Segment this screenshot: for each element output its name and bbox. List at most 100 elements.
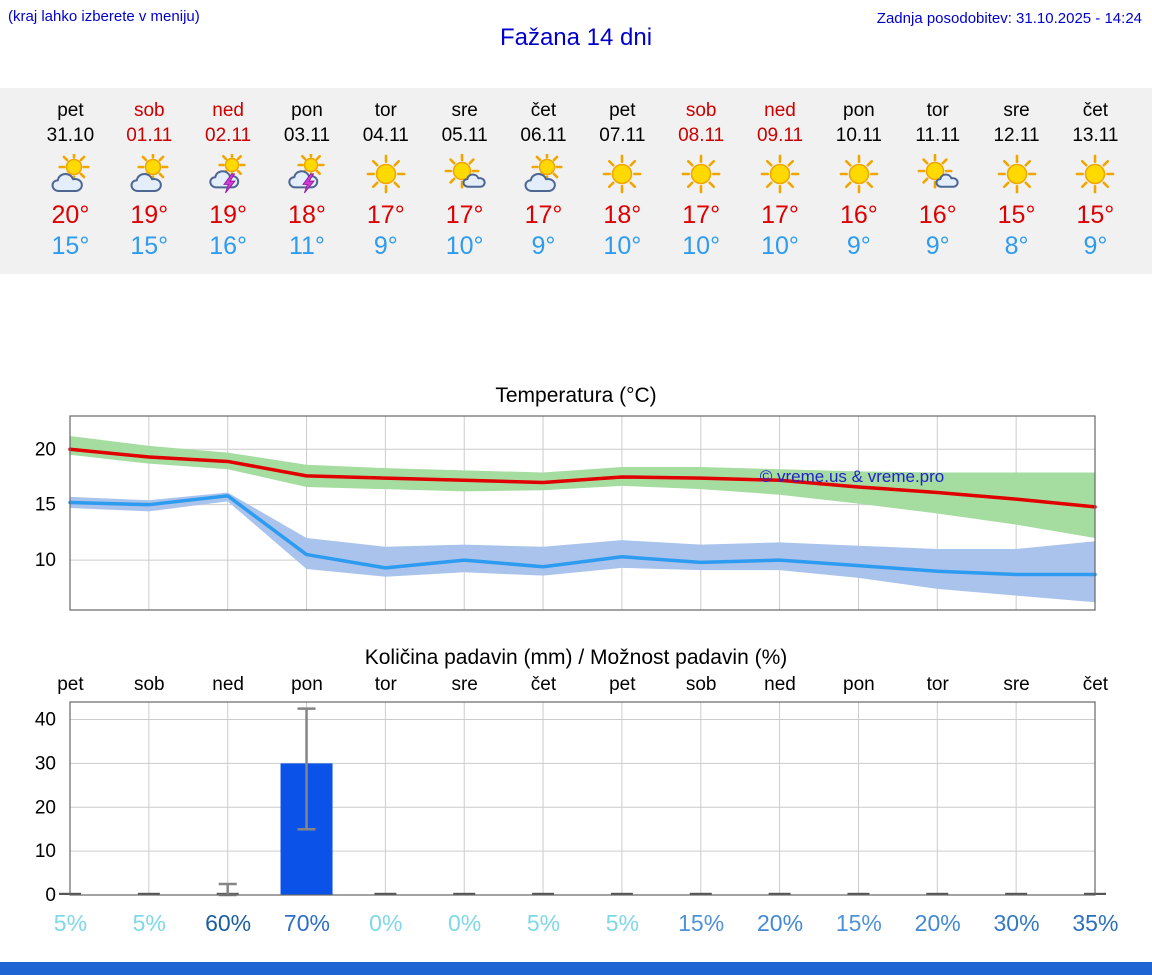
precip-day-label: sob (685, 674, 717, 695)
footer-bar (0, 962, 1152, 975)
precip-probability-label: 35% (1072, 910, 1119, 936)
mostly-sunny-icon (917, 154, 959, 189)
day-name-label: pon (843, 100, 875, 121)
watermark-link[interactable]: © vreme.us & vreme.pro (760, 467, 944, 486)
weather-icon-wrap (1056, 148, 1135, 200)
day-date-label: 01.11 (126, 125, 173, 146)
precip-day-label: sre (1003, 674, 1030, 695)
weather-icon-wrap (741, 148, 820, 200)
weather-icon-wrap (819, 148, 898, 200)
weather-icon-wrap (977, 148, 1056, 200)
y-axis-tick-label: 30 (35, 753, 56, 774)
day-date-label: 03.11 (283, 125, 331, 146)
thunderstorm-icon (288, 154, 325, 194)
menu-hint: (kraj lahko izberete v meniju) (8, 8, 200, 25)
day-name-label: pet (609, 100, 636, 121)
day-name-label: sob (685, 100, 717, 121)
day-name-label: sre (1003, 100, 1030, 121)
precip-day-label: pet (57, 674, 84, 695)
tmin-label: 10° (603, 232, 642, 260)
y-axis-tick-label: 15 (35, 495, 56, 516)
tmin-label: 10° (445, 232, 484, 260)
weather-icon-wrap (504, 148, 583, 200)
thunderstorm-icon (209, 154, 246, 194)
zero-precip-tick (453, 892, 476, 895)
forecast-day-col: tor 11.11 16° 9° (898, 98, 977, 262)
forecast-day-col: pon 10.11 16° 9° (819, 98, 898, 262)
y-axis-tick-label: 20 (35, 439, 56, 460)
precip-day-label: sob (133, 674, 165, 695)
tmin-label: 15° (51, 232, 90, 260)
precip-probability-label: 70% (283, 910, 330, 936)
y-axis-tick-label: 0 (45, 885, 56, 904)
day-date-label: 02.11 (205, 125, 252, 146)
precip-day-label: pet (609, 674, 636, 695)
day-name-label: pet (57, 100, 84, 121)
forecast-day-col: ned 02.11 19° 16° (189, 98, 268, 262)
precip-day-labels: pet sob ned pon tor sre čet pet sob ned pon tor sre č… (0, 674, 1152, 696)
tmin-label: 16° (209, 232, 248, 260)
tmax-label: 20° (51, 201, 90, 229)
tmin-label: 8° (1004, 232, 1029, 260)
tmin-label: 11° (288, 232, 325, 260)
weather-icon-wrap (31, 148, 110, 200)
weather-icon-wrap (583, 148, 662, 200)
tmin-label: 9° (925, 232, 950, 260)
sunny-icon (681, 154, 721, 194)
day-name-label: čet (1082, 100, 1109, 121)
last-update-label: Zadnja posodobitev: 31.10.2025 - 14:24 (876, 10, 1142, 27)
header: (kraj lahko izberete v meniju) Zadnja po… (0, 0, 1152, 56)
precip-probability-label: 60% (205, 910, 252, 936)
y-axis-tick-label: 10 (35, 841, 56, 862)
weather-icon-wrap (346, 148, 425, 200)
page-title: Fažana 14 dni (499, 24, 653, 51)
day-name-label: sre (451, 100, 478, 121)
day-date-label: 13.11 (1072, 125, 1119, 146)
temperature-line (68, 494, 1097, 577)
day-name-label: tor (926, 100, 949, 121)
day-name-label: ned (764, 100, 796, 121)
day-date-label: 11.11 (915, 125, 961, 146)
tmin-label: 9° (531, 232, 556, 260)
tmin-label: 9° (1083, 232, 1108, 260)
precip-probability-label: 0% (448, 910, 482, 936)
tmin-label: 9° (373, 232, 398, 260)
temperature-chart: 10 15 20 © vreme.us & vreme.pro (35, 415, 1097, 611)
uncertainty-band (70, 435, 1095, 538)
zero-precip-tick (610, 892, 633, 895)
day-name-label: tor (374, 100, 397, 121)
weather-icon-wrap (189, 148, 268, 200)
day-date-label: 12.11 (993, 125, 1040, 146)
precip-probability-label: 5% (53, 910, 88, 936)
tmax-label: 16° (839, 201, 878, 229)
precipitation-chart-title: Količina padavin (mm) / Možnost padavin … (364, 646, 788, 669)
day-date-label: 09.11 (756, 125, 804, 146)
tmin-label: 15° (130, 232, 169, 260)
day-date-label: 08.11 (678, 125, 725, 146)
tmax-label: 19° (130, 201, 169, 229)
precip-day-label: ned (212, 674, 244, 695)
weather-icon-wrap (425, 148, 504, 200)
precip-probability-label: 30% (993, 910, 1040, 936)
precip-probability-label: 20% (756, 910, 804, 936)
forecast-day-col: pon 03.11 18° 11° (268, 98, 347, 262)
day-date-label: 10.11 (835, 125, 882, 146)
zero-precip-tick (374, 892, 397, 895)
forecast-day-col: pet 07.11 18° 10° (583, 98, 662, 262)
precip-day-label: čet (1082, 674, 1109, 695)
forecast-day-col: sre 12.11 15° 8° (977, 98, 1056, 262)
tmax-label: 17° (761, 201, 799, 229)
zero-precip-tick (926, 892, 949, 895)
forecast-day-col: pet 31.10 20° 15° (31, 98, 110, 262)
day-date-label: 07.11 (599, 125, 646, 146)
weather-icon-wrap (662, 148, 741, 200)
zero-precip-tick (847, 892, 870, 895)
day-date-label: 05.11 (441, 125, 488, 146)
mostly-sunny-icon (444, 154, 486, 189)
forecast-day-col: sob 01.11 19° 15° (110, 98, 189, 262)
y-axis-tick-label: 40 (35, 710, 56, 731)
precip-day-label: sre (451, 674, 478, 695)
zero-precip-tick (768, 892, 791, 895)
precip-probability-row: 5% 5% 60% 70% 0% 0% 5% 5% 15% 20% 15% 20% 30% 35% (0, 910, 1152, 937)
precip-probability-label: 5% (605, 910, 639, 936)
